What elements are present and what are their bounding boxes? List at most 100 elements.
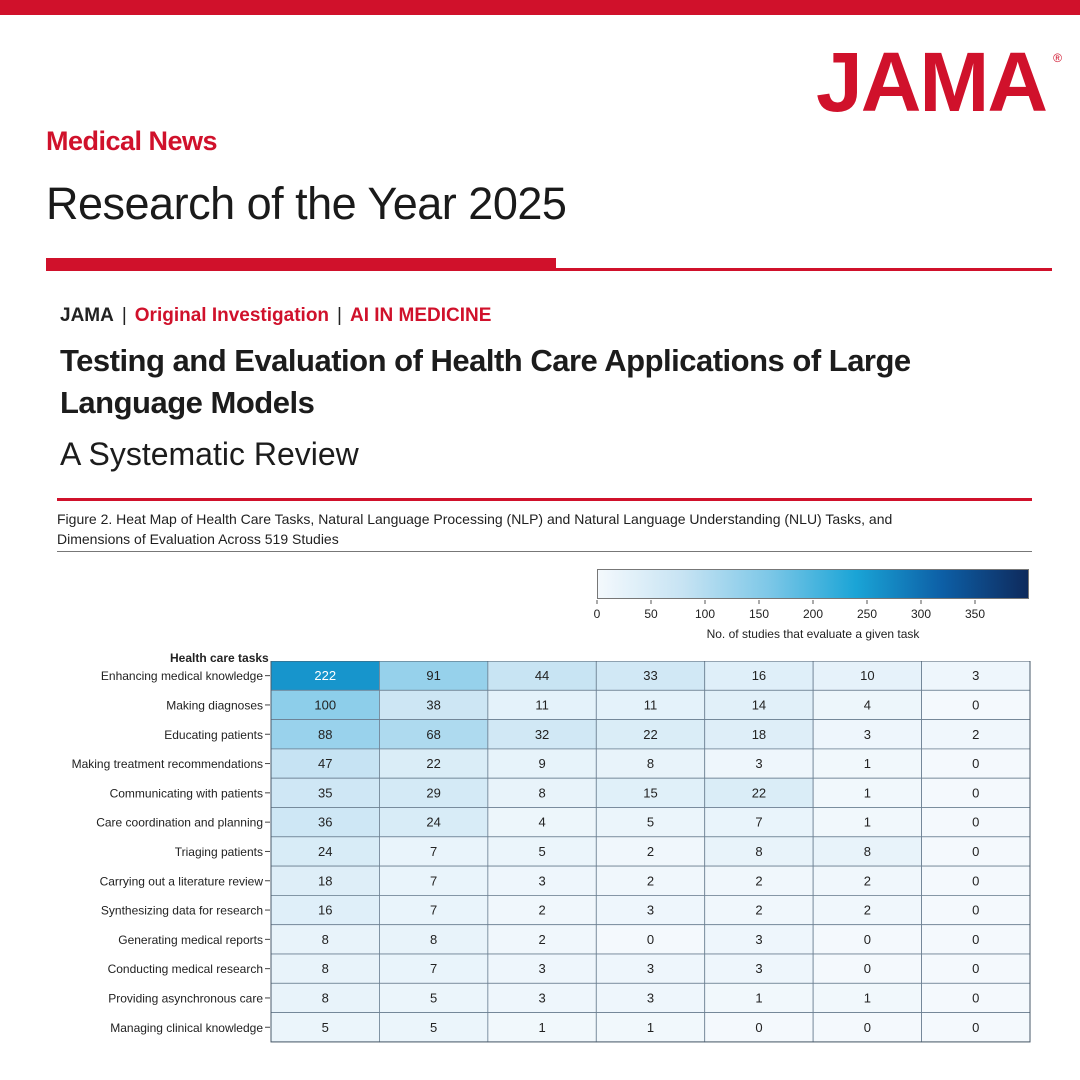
heatmap-cell [704,1012,814,1043]
heatmap-cell [487,924,597,955]
heatmap-value: 2 [755,903,762,918]
heatmap-value: 5 [538,844,545,859]
heatmap-value: 11 [535,697,549,712]
colorbar-tick-label: 200 [803,607,823,621]
heatmap-value: 0 [972,844,979,859]
heatmap-value: 4 [538,815,545,830]
row-label: Carrying out a literature review [100,874,264,888]
heatmap-cell [921,924,1031,955]
heatmap-cell [812,894,922,926]
heatmap-value: 33 [643,668,657,683]
heatmap-value: 100 [314,697,336,712]
heatmap-value: 0 [755,1020,762,1035]
heatmap-value: 1 [864,756,871,771]
heatmap-value: 0 [972,785,979,800]
figure-caption: Figure 2. Heat Map of Health Care Tasks,… [57,511,893,547]
heatmap-value: 0 [972,815,979,830]
heatmap-value: 3 [647,903,654,918]
article-type: Original Investigation [134,305,330,326]
journal-name: JAMA [60,305,114,326]
heatmap-cell [921,661,1031,691]
heatmap-value: 68 [426,727,440,742]
heatmap-value: 2 [647,844,654,859]
heatmap-value: 14 [752,697,766,712]
colorbar-tick-label: 350 [965,607,985,621]
colorbar-tick-label: 150 [749,607,769,621]
heatmap-cell [704,777,814,808]
heatmap-value: 0 [972,903,979,918]
row-label: Managing clinical knowledge [110,1021,263,1035]
heatmap-value: 1 [864,815,871,830]
heatmap-cell [270,865,380,896]
heatmap-value: 0 [972,873,979,888]
figure-caption-rule [57,551,1032,552]
heatmap-cell [812,836,922,867]
row-label: Making treatment recommendations [72,757,263,771]
heatmap-value: 8 [322,932,329,947]
heatmap-cell [921,953,1031,984]
heatmap-value: 0 [972,990,979,1005]
heatmap-value: 3 [647,990,654,1005]
heatmap-value: 0 [647,932,654,947]
heatmap-value: 47 [318,756,332,771]
heatmap-cell [270,1012,380,1043]
heatmap-cell [921,982,1031,1013]
heatmap-cell [270,894,380,926]
heatmap-value: 7 [430,873,437,888]
heatmap-value: 1 [538,1020,545,1035]
logo-text: JAMA [815,35,1048,129]
heatmap-value: 1 [755,990,762,1005]
heatmap-value: 7 [430,903,437,918]
heatmap-cell [487,865,597,896]
heatmap-cell [812,1012,922,1043]
heatmap-value: 18 [752,727,766,742]
article-topic: AI IN MEDICINE [349,305,492,326]
heatmap-value: 18 [318,873,332,888]
heatmap-cell [379,924,489,955]
heatmap-value: 9 [538,756,545,771]
row-axis-header: Health care tasks [170,651,269,665]
heatmap-value: 22 [426,756,440,771]
heatmap-cell [379,894,489,926]
heatmap-value: 0 [972,697,979,712]
heatmap-value: 10 [860,668,874,683]
heatmap-value: 3 [755,961,762,976]
row-label: Synthesizing data for research [101,904,263,918]
heatmap-value: 3 [538,990,545,1005]
heatmap-cell [704,982,814,1013]
heatmap-value: 32 [535,727,549,742]
heatmap-cell [487,836,597,867]
heatmap-value: 91 [426,668,440,683]
heatmap: Enhancing medical knowledge 222 91 44 33 16 10… [72,661,1031,1043]
heatmap-value: 1 [864,990,871,1005]
article-subtitle: A Systematic Review [60,436,359,472]
heatmap-cell [704,836,814,867]
heatmap-value: 4 [864,697,871,712]
top-accent-bar [0,0,1080,15]
heatmap-value: 3 [538,961,545,976]
heatmap-cell [379,1012,489,1043]
figure-top-rule [57,498,1032,501]
heatmap-value: 8 [430,932,437,947]
headline-rule-thick [46,258,556,268]
heatmap-value: 2 [864,873,871,888]
heatmap-value: 0 [972,1020,979,1035]
heatmap-value: 3 [538,873,545,888]
headline-rule-thin [46,268,1052,271]
heatmap-value: 2 [647,873,654,888]
heatmap-cell [704,865,814,896]
heatmap-cell [270,689,380,720]
heatmap-value: 3 [864,727,871,742]
row-label: Care coordination and planning [96,816,263,830]
heatmap-value: 2 [755,873,762,888]
row-label: Enhancing medical knowledge [101,669,263,683]
kicker-separator: | [337,305,342,326]
heatmap-cell [812,924,922,955]
heatmap-cell [379,719,489,750]
heatmap-cell [812,748,922,779]
colorbar-tick-label: 100 [695,607,715,621]
heatmap-value: 0 [864,1020,871,1035]
heatmap-cell [270,748,380,779]
heatmap-cell [921,689,1031,720]
row-label: Making diagnoses [166,698,263,712]
